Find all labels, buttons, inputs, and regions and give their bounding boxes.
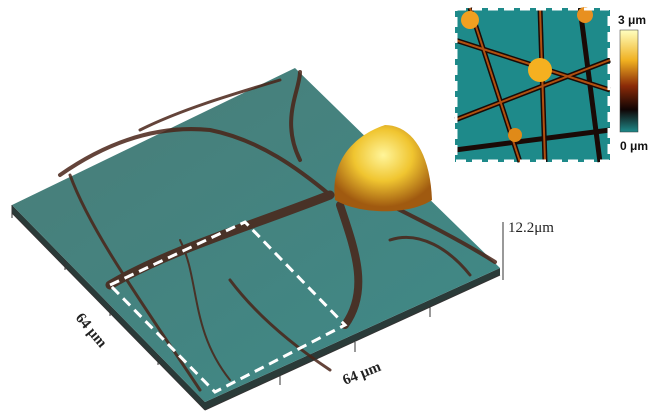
colorbar	[619, 29, 639, 133]
left-axis-label: 64 μm	[72, 310, 110, 351]
height-label: 12.2μm	[508, 220, 554, 236]
inset-image	[454, 7, 639, 163]
axis-lines	[11, 205, 504, 411]
colorbar-max: 3 μm	[618, 13, 646, 27]
bottom-axis-label: 64 μm	[341, 359, 384, 389]
colorbar-min: 0 μm	[620, 139, 648, 153]
surface-3d	[12, 68, 500, 410]
